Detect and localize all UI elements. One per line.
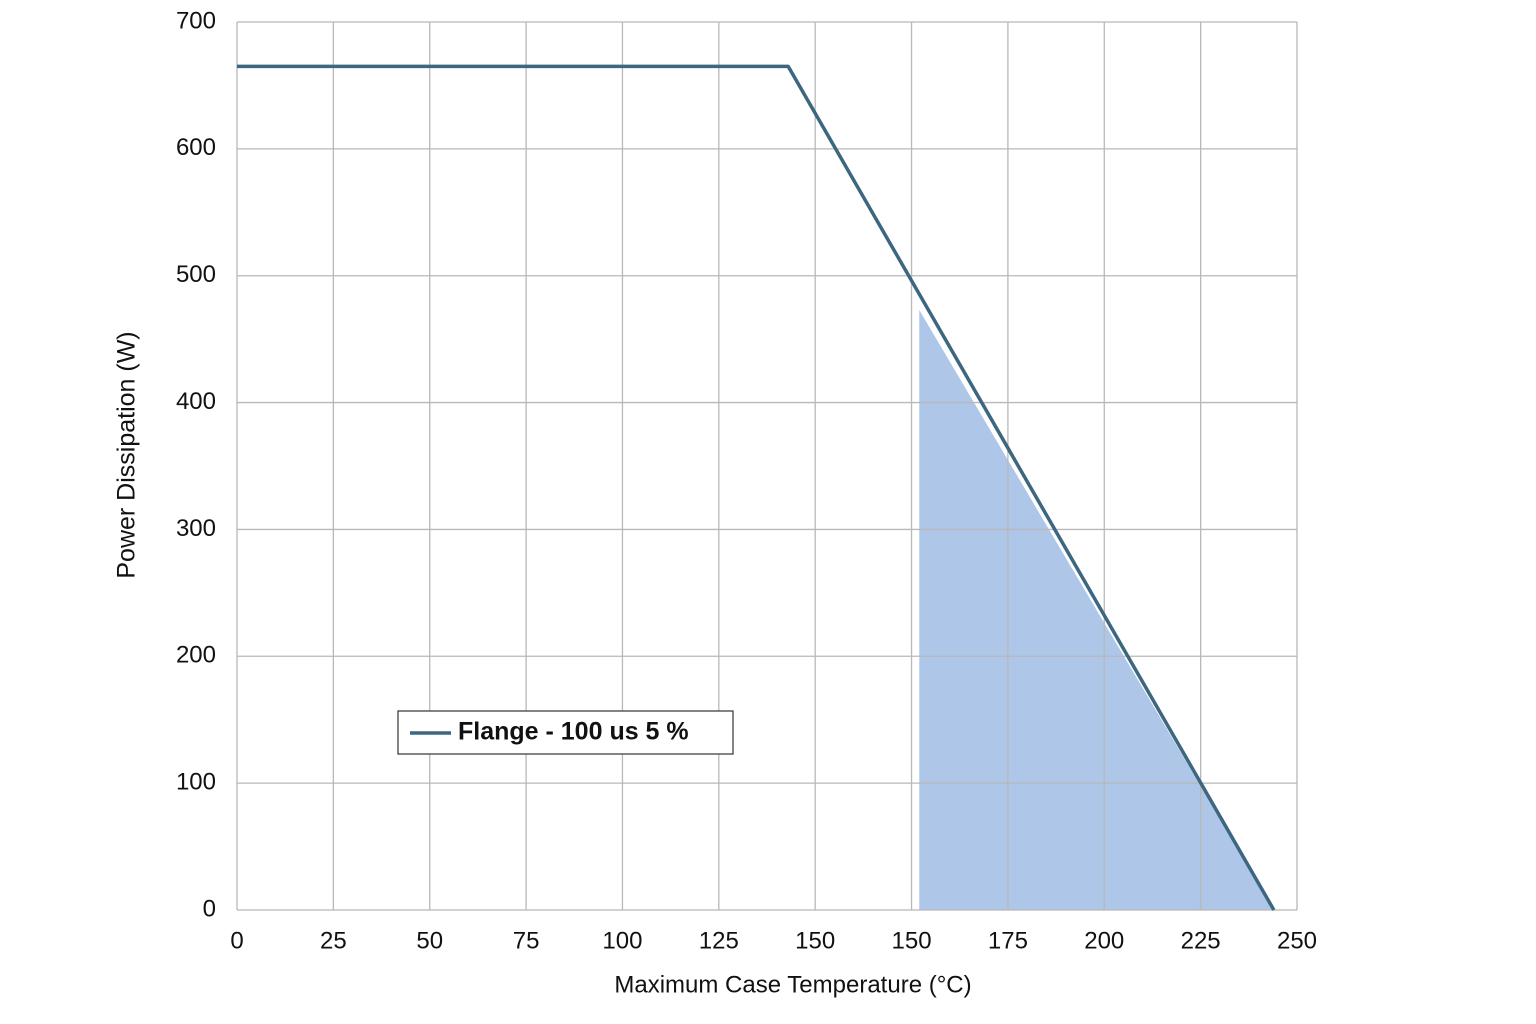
y-tick-label: 600 (176, 134, 216, 161)
y-tick-label: 500 (176, 261, 216, 288)
y-tick-label: 300 (176, 515, 216, 542)
y-tick-label: 200 (176, 642, 216, 669)
legend: Flange - 100 us 5 % (397, 710, 734, 755)
x-tick-label: 50 (416, 927, 443, 954)
x-axis-label: Maximum Case Temperature (°C) (614, 971, 971, 998)
line (237, 64, 1276, 911)
y-tick-label: 0 (203, 895, 216, 922)
x-tick-label: 150 (892, 927, 932, 954)
x-tick-label: 100 (602, 927, 642, 954)
legend-box (397, 710, 734, 755)
x-tick-label: 200 (1084, 927, 1124, 954)
x-tick-label: 0 (230, 927, 243, 954)
y-tick-label: 400 (176, 388, 216, 415)
y-axis-label: Power Dissipation (W) (113, 331, 141, 578)
x-tick-label: 125 (699, 927, 739, 954)
y-tick-label: 100 (176, 768, 216, 795)
legend-label: Flange - 100 us 5 % (458, 718, 689, 746)
x-tick-label: 225 (1181, 927, 1221, 954)
x-tick-label: 250 (1277, 927, 1317, 954)
y-tick-label: 700 (176, 7, 216, 34)
x-tick-label: 175 (988, 927, 1028, 954)
x-tick-label: 25 (320, 927, 347, 954)
x-tick-label: 150 (795, 927, 835, 954)
x-tick-label: 75 (513, 927, 540, 954)
